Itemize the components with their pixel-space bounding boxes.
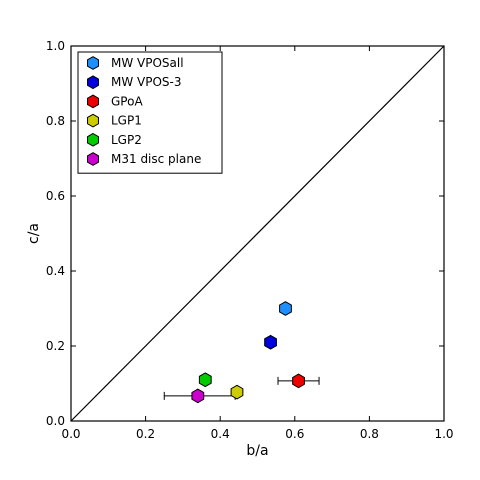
axis-ticks: 0.0 0.2 0.4 0.6 0.8 1.0 0.0 0.2 0.4 0.6 0.8 1.0 [46, 39, 454, 441]
legend-marker [87, 113, 99, 128]
y-tick-label: 1.0 [46, 39, 65, 53]
legend-label: MW VPOS-3 [111, 75, 182, 89]
data-point [198, 372, 212, 388]
x-axis-label: b/a [246, 443, 268, 459]
legend-label: LGP1 [111, 114, 142, 128]
plot-frame [70, 45, 445, 422]
x-tick-label: 0.4 [211, 427, 230, 441]
x-tick-label: 0.2 [136, 427, 155, 441]
legend-label: MW VPOSall [111, 56, 184, 70]
legend-marker [87, 132, 99, 147]
x-tick-label: 0.0 [61, 427, 80, 441]
legend: MW VPOSall MW VPOS-3 GPoA LGP1 LGP2 M31 disc … [77, 51, 223, 174]
reference-diagonal-line [70, 45, 445, 422]
data-point [230, 384, 244, 400]
legend-box [77, 51, 223, 174]
legend-label: GPoA [111, 94, 143, 108]
data-point [292, 373, 305, 389]
data-point [279, 301, 292, 316]
data-point [264, 334, 277, 350]
data-point [191, 388, 205, 404]
y-tick-label: 0.8 [46, 114, 65, 128]
y-axis-label: c/a [26, 223, 42, 244]
y-tick-label: 0.6 [46, 189, 65, 203]
x-tick-label: 0.6 [285, 427, 304, 441]
legend-marker [87, 152, 99, 166]
legend-label: M31 disc plane [111, 152, 201, 166]
y-tick-label: 0.0 [46, 414, 65, 428]
y-tick-label: 0.2 [46, 339, 65, 353]
x-tick-label: 0.8 [360, 427, 379, 441]
legend-label: LGP2 [111, 133, 142, 147]
plot-area [70, 45, 445, 422]
legend-marker [87, 75, 99, 90]
legend-marker [87, 94, 99, 109]
y-tick-label: 0.4 [46, 264, 65, 278]
x-tick-label: 1.0 [434, 427, 453, 441]
legend-marker [87, 56, 99, 70]
